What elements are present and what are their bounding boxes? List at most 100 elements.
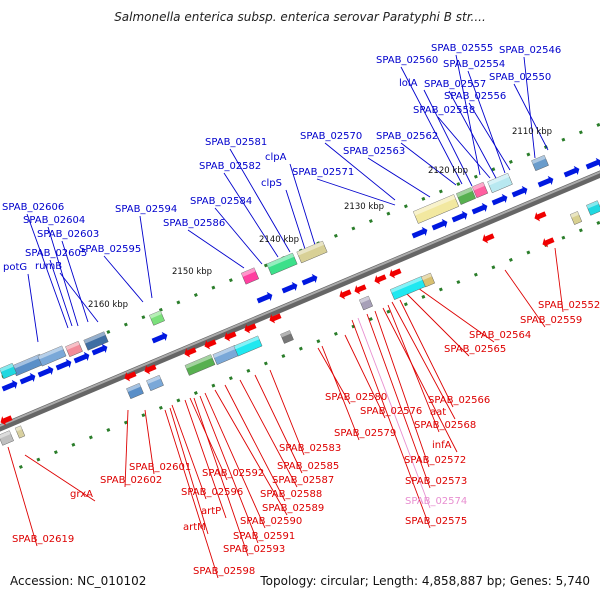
kbp-label: 2130 kbp bbox=[344, 202, 384, 212]
reverse-gene-box bbox=[569, 211, 583, 225]
gene-label-potg[interactable]: potG bbox=[3, 262, 27, 273]
accession-text: Accession: NC_010102 bbox=[10, 574, 147, 588]
gene-label-spab-02591[interactable]: SPAB_02591 bbox=[233, 531, 295, 542]
gene-label-spab-02586[interactable]: SPAB_02586 bbox=[163, 218, 225, 229]
leader-line bbox=[204, 392, 266, 529]
reverse-gene-arrow bbox=[184, 347, 197, 358]
tick-mark bbox=[333, 331, 338, 336]
tick-mark bbox=[438, 287, 443, 292]
gene-label-spab-02562[interactable]: SPAB_02562 bbox=[376, 131, 438, 142]
gene-label-spab-02579[interactable]: SPAB_02579 bbox=[334, 428, 396, 439]
forward-gene-arrow bbox=[55, 358, 72, 371]
gene-label-spab-02619[interactable]: SPAB_02619 bbox=[12, 534, 74, 545]
tick-mark bbox=[596, 122, 600, 127]
kbp-label: 2160 kbp bbox=[88, 300, 128, 310]
gene-label-grxa[interactable]: grxA bbox=[70, 489, 93, 500]
gene-label-spab-02560[interactable]: SPAB_02560 bbox=[376, 55, 438, 66]
tick-mark bbox=[491, 167, 496, 172]
gene-label-spab-02589[interactable]: SPAB_02589 bbox=[262, 503, 324, 514]
gene-label-spab-02593[interactable]: SPAB_02593 bbox=[223, 544, 285, 555]
forward-gene-arrow bbox=[151, 331, 168, 344]
gene-label-spab-02563[interactable]: SPAB_02563 bbox=[343, 146, 405, 157]
gene-label-spab-02601[interactable]: SPAB_02601 bbox=[129, 462, 191, 473]
gene-label-spab-02571[interactable]: SPAB_02571 bbox=[292, 167, 354, 178]
kbp-label: 2110 kbp bbox=[512, 127, 552, 137]
gene-label-spab-02606[interactable]: SPAB_02606 bbox=[2, 202, 64, 213]
reverse-gene-box bbox=[184, 354, 216, 376]
gene-label-spab-02555[interactable]: SPAB_02555 bbox=[431, 43, 493, 54]
gene-label-spab-02559[interactable]: SPAB_02559 bbox=[520, 315, 582, 326]
gene-label-spab-02603[interactable]: SPAB_02603 bbox=[37, 229, 99, 240]
tick-mark bbox=[71, 442, 76, 447]
gene-label-spab-02552[interactable]: SPAB_02552 bbox=[538, 300, 600, 311]
tick-mark bbox=[246, 368, 251, 373]
gene-label-spab-02583[interactable]: SPAB_02583 bbox=[279, 443, 341, 454]
reverse-gene-arrow bbox=[244, 323, 257, 334]
tick-mark bbox=[421, 196, 426, 201]
tick-mark bbox=[88, 435, 93, 440]
gene-label-spab-02556[interactable]: SPAB_02556 bbox=[444, 91, 506, 102]
gene-label-spab-02566[interactable]: SPAB_02566 bbox=[428, 395, 490, 406]
gene-label-spab-02598[interactable]: SPAB_02598 bbox=[193, 566, 255, 577]
gene-label-spab-02596[interactable]: SPAB_02596 bbox=[181, 487, 243, 498]
tick-mark bbox=[473, 174, 478, 179]
gene-label-spab-02582[interactable]: SPAB_02582 bbox=[199, 161, 261, 172]
gene-label-artm[interactable]: artM bbox=[183, 522, 206, 533]
gene-label-spab-02580[interactable]: SPAB_02580 bbox=[325, 392, 387, 403]
gene-label-spab-02605[interactable]: SPAB_02605 bbox=[25, 248, 87, 259]
leader-line bbox=[367, 157, 431, 198]
tick-mark bbox=[368, 317, 373, 322]
gene-label-spab-02558[interactable]: SPAB_02558 bbox=[413, 105, 475, 116]
gene-label-spab-02584[interactable]: SPAB_02584 bbox=[190, 196, 252, 207]
gene-label-spab-02590[interactable]: SPAB_02590 bbox=[240, 516, 302, 527]
reverse-gene-arrow bbox=[339, 289, 352, 300]
gene-label-artp[interactable]: artP bbox=[201, 506, 221, 517]
gene-label-spab-02594[interactable]: SPAB_02594 bbox=[115, 204, 177, 215]
gene-label-spab-02564[interactable]: SPAB_02564 bbox=[469, 330, 531, 341]
gene-label-spab-02550[interactable]: SPAB_02550 bbox=[489, 72, 551, 83]
leader-line bbox=[400, 66, 463, 185]
leader-line bbox=[269, 369, 305, 456]
gene-label-spab-02588[interactable]: SPAB_02588 bbox=[260, 489, 322, 500]
gene-label-spab-02602[interactable]: SPAB_02602 bbox=[100, 475, 162, 486]
gene-label-spab-02546[interactable]: SPAB_02546 bbox=[499, 45, 561, 56]
gene-label-spab-02565[interactable]: SPAB_02565 bbox=[444, 344, 506, 355]
gene-label-spab-02592[interactable]: SPAB_02592 bbox=[202, 468, 264, 479]
reverse-gene-box bbox=[358, 295, 374, 311]
tick-mark bbox=[368, 219, 373, 224]
forward-gene-box bbox=[471, 181, 489, 199]
leader-line bbox=[455, 54, 481, 176]
tick-mark bbox=[106, 428, 111, 432]
reverse-gene-arrow bbox=[374, 274, 387, 285]
gene-label-spab-02557[interactable]: SPAB_02557 bbox=[424, 79, 486, 90]
gene-label-clps[interactable]: clpS bbox=[261, 178, 282, 189]
gene-label-spab-02568[interactable]: SPAB_02568 bbox=[414, 420, 476, 431]
gene-label-spab-02574[interactable]: SPAB_02574 bbox=[405, 496, 467, 507]
gene-label-spab-02581[interactable]: SPAB_02581 bbox=[205, 137, 267, 148]
leader-line bbox=[7, 446, 38, 547]
leader-line bbox=[239, 379, 298, 488]
gene-label-spab-02575[interactable]: SPAB_02575 bbox=[405, 516, 467, 527]
gene-label-clpa[interactable]: clpA bbox=[265, 152, 287, 163]
tick-mark bbox=[158, 405, 163, 410]
gene-label-spab-02573[interactable]: SPAB_02573 bbox=[405, 476, 467, 487]
gene-label-spab-02572[interactable]: SPAB_02572 bbox=[404, 455, 466, 466]
gene-label-aat[interactable]: aat bbox=[430, 407, 446, 418]
tick-mark bbox=[176, 300, 181, 305]
tick-mark bbox=[508, 257, 513, 262]
gene-label-spab-02576[interactable]: SPAB_02576 bbox=[360, 406, 422, 417]
leader-line bbox=[285, 189, 306, 250]
genome-backbone bbox=[0, 170, 600, 432]
gene-label-spab-02604[interactable]: SPAB_02604 bbox=[23, 215, 85, 226]
gene-label-spab-02587[interactable]: SPAB_02587 bbox=[272, 475, 334, 486]
gene-label-spab-02570[interactable]: SPAB_02570 bbox=[300, 131, 362, 142]
reverse-gene-box bbox=[0, 430, 14, 446]
tick-mark bbox=[403, 302, 408, 307]
gene-label-rumb[interactable]: rumB bbox=[35, 261, 62, 272]
gene-label-lola[interactable]: lolA bbox=[399, 78, 418, 89]
gene-label-spab-02595[interactable]: SPAB_02595 bbox=[79, 244, 141, 255]
gene-label-spab-02585[interactable]: SPAB_02585 bbox=[277, 461, 339, 472]
gene-label-infa[interactable]: infA bbox=[432, 440, 452, 451]
gene-label-spab-02554[interactable]: SPAB_02554 bbox=[443, 59, 505, 70]
forward-gene-arrow bbox=[491, 193, 508, 206]
